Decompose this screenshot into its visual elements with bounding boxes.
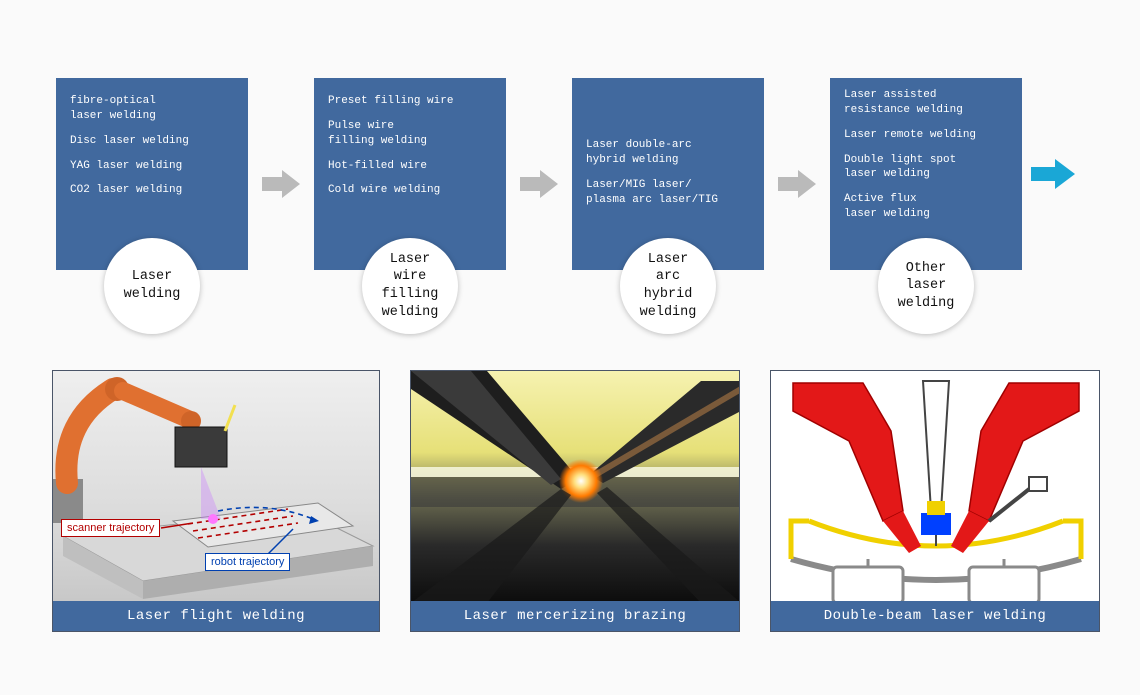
card-1-item-2: YAG laser welding	[70, 159, 234, 174]
figure-2-caption: Laser mercerizing brazing	[411, 601, 739, 631]
fig2-svg	[411, 371, 739, 601]
card-2-item-0: Preset filling wire	[328, 94, 492, 109]
arrow-right-icon	[778, 170, 816, 198]
arrow-1	[248, 78, 314, 270]
card-4-item-1: Laser remote welding	[844, 128, 1008, 143]
figure-laser-mercerizing-brazing: Laser mercerizing brazing	[410, 370, 740, 632]
card-1-item-3: CO2 laser welding	[70, 183, 234, 198]
arrow-3	[764, 78, 830, 270]
card-laser-wire-filling: Preset filling wire Pulse wire filling w…	[314, 78, 506, 270]
card-3-item-1: Laser/MIG laser/ plasma arc laser/TIG	[586, 178, 750, 208]
arrow-right-icon	[520, 170, 558, 198]
card-1-item-0: fibre-optical laser welding	[70, 94, 234, 124]
card-other-laser-welding: Laser assisted resistance welding Laser …	[830, 78, 1022, 270]
figure-1-body: scanner trajectory robot trajectory	[53, 371, 379, 601]
arrow-2	[506, 78, 572, 270]
figure-2-body	[411, 371, 739, 601]
card-4-item-2: Double light spot laser welding	[844, 153, 1008, 183]
bottom-row: scanner trajectory robot trajectory Lase…	[52, 370, 1100, 632]
label-scanner-trajectory: scanner trajectory	[61, 519, 160, 537]
card-1-item-1: Disc laser welding	[70, 134, 234, 149]
circle-laser-welding: Laser welding	[104, 238, 200, 334]
card-laser-arc-hybrid: Laser double-arc hybrid welding Laser/MI…	[572, 78, 764, 270]
label-robot-trajectory: robot trajectory	[205, 553, 290, 571]
fig3-svg	[771, 371, 1099, 601]
card-2-item-2: Hot-filled wire	[328, 159, 492, 174]
figure-3-body	[771, 371, 1099, 601]
circle-other-laser-welding: Other laser welding	[878, 238, 974, 334]
final-arrow	[1022, 78, 1084, 270]
card-4-item-3: Active flux laser welding	[844, 192, 1008, 222]
card-4-item-0: Laser assisted resistance welding	[844, 88, 1008, 118]
figure-laser-flight-welding: scanner trajectory robot trajectory Lase…	[52, 370, 380, 632]
circle-laser-arc-hybrid: Laser arc hybrid welding	[620, 238, 716, 334]
card-2-item-1: Pulse wire filling welding	[328, 119, 492, 149]
card-laser-welding: fibre-optical laser welding Disc laser w…	[56, 78, 248, 270]
card-3-item-0: Laser double-arc hybrid welding	[586, 138, 750, 168]
card-2-item-3: Cold wire welding	[328, 183, 492, 198]
figure-1-caption: Laser flight welding	[53, 601, 379, 631]
arrow-right-blue-icon	[1031, 159, 1075, 189]
arrow-right-icon	[262, 170, 300, 198]
figure-3-caption: Double-beam laser welding	[771, 601, 1099, 631]
figure-double-beam-laser-welding: Double-beam laser welding	[770, 370, 1100, 632]
top-row: fibre-optical laser welding Disc laser w…	[56, 78, 1140, 270]
circle-laser-wire-filling: Laser wire filling welding	[362, 238, 458, 334]
